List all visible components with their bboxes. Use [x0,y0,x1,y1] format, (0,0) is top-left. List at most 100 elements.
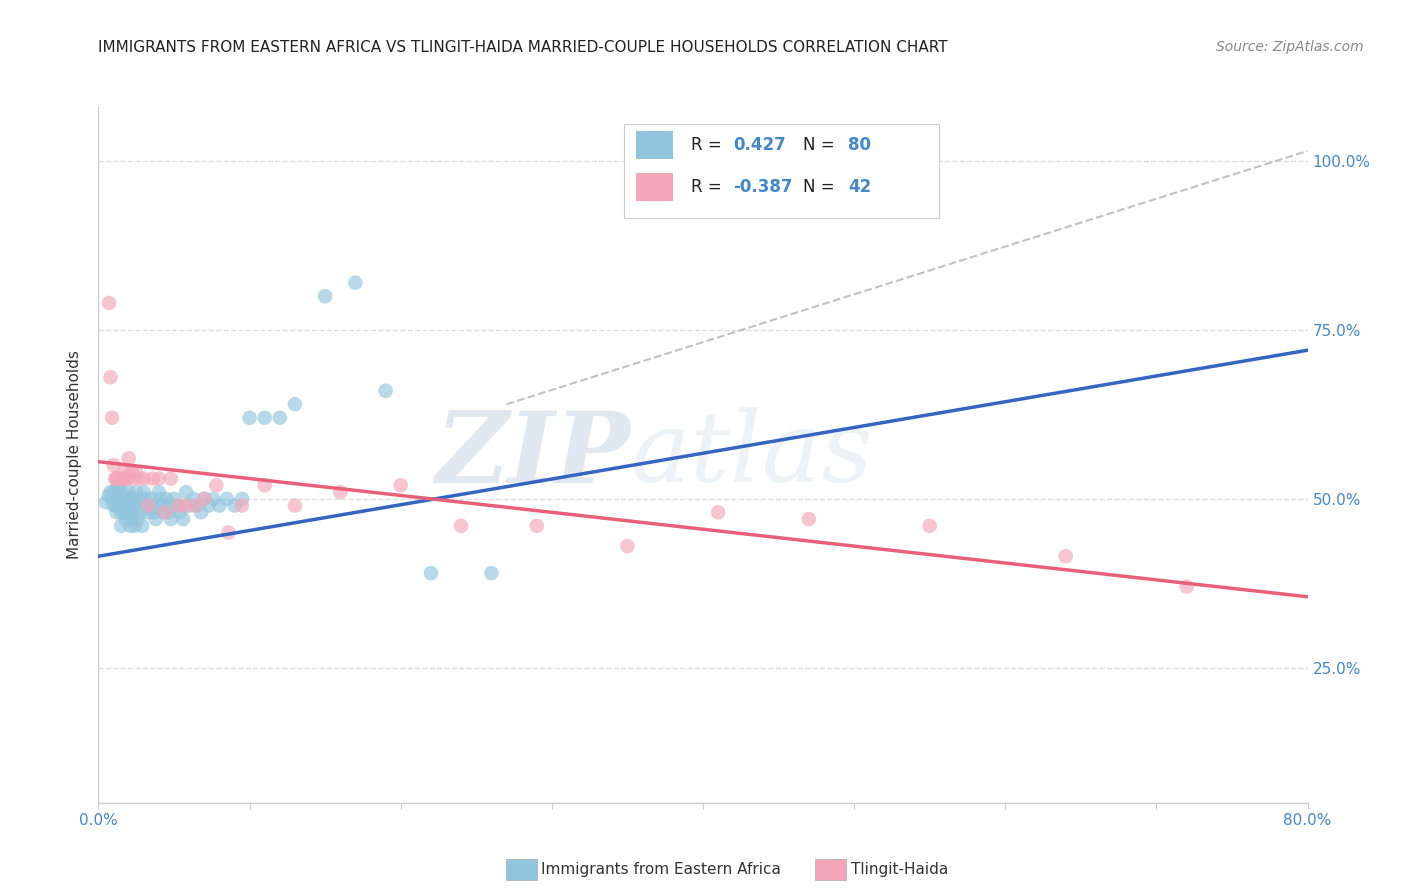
Point [101,491,124,506]
Point [107,472,129,486]
Text: IMMIGRANTS FROM EASTERN AFRICA VS TLINGIT-HAIDA MARRIED-COUPLE HOUSEHOLDS CORREL: IMMIGRANTS FROM EASTERN AFRICA VS TLINGI… [98,40,948,55]
Point [163,491,186,506]
Text: 42: 42 [848,178,872,196]
Point [217,525,239,540]
Point [172,512,194,526]
Point [122,472,145,486]
Point [215,491,238,506]
FancyBboxPatch shape [637,131,672,159]
Text: 80: 80 [848,136,872,154]
Point [616,539,638,553]
Point [128,472,150,486]
Point [136,505,159,519]
Point [797,512,820,526]
Point [184,499,207,513]
Text: R =: R = [690,136,727,154]
Text: atlas: atlas [630,408,873,502]
Point [193,491,215,506]
Point [186,499,208,513]
Point [174,499,197,513]
Point [132,485,155,500]
Point [114,499,136,513]
Point [142,499,165,513]
Point [115,505,138,519]
Point [115,472,138,486]
Point [118,485,141,500]
Point [269,410,291,425]
Point [103,485,125,500]
Text: 0.427: 0.427 [734,136,786,154]
Point [190,505,212,519]
Point [121,499,143,513]
Point [166,499,188,513]
Point [156,499,179,513]
Point [149,491,172,506]
Point [121,465,143,479]
Point [136,499,159,513]
Point [111,472,134,486]
Point [114,512,136,526]
Point [153,505,176,519]
Point [103,458,125,472]
Point [118,499,141,513]
Point [94,495,117,509]
Point [193,491,215,506]
Point [141,491,163,506]
Point [104,491,127,506]
Point [179,499,201,513]
Point [183,491,205,506]
Point [159,505,181,519]
Point [114,472,136,486]
Point [128,491,150,506]
Point [253,410,276,425]
Text: N =: N = [803,178,841,196]
Point [127,512,149,526]
Point [129,505,152,519]
Text: -0.387: -0.387 [734,178,793,196]
Text: Tlingit-Haida: Tlingit-Haida [851,863,948,877]
Point [132,472,155,486]
Point [120,491,142,506]
Point [105,472,128,486]
Point [122,491,145,506]
Point [118,451,141,466]
Point [142,472,165,486]
Point [122,505,145,519]
Point [253,478,276,492]
Point [155,491,177,506]
Point [125,465,148,479]
Point [100,485,122,500]
Point [110,505,132,519]
Point [152,505,174,519]
Point [389,478,412,492]
Point [124,519,146,533]
Text: N =: N = [803,136,841,154]
Point [105,499,128,513]
Point [108,485,131,500]
Point [1175,580,1198,594]
Point [105,505,128,519]
Point [918,519,941,533]
Point [104,472,127,486]
Point [112,505,135,519]
Point [374,384,396,398]
Point [110,491,132,506]
Point [115,491,138,506]
Point [103,499,125,513]
Point [98,296,121,310]
Point [205,478,228,492]
Point [111,499,134,513]
Point [112,465,135,479]
Point [160,512,183,526]
Point [150,499,173,513]
Point [167,499,190,513]
Point [125,485,148,500]
Y-axis label: Married-couple Households: Married-couple Households [67,351,83,559]
Point [110,472,132,486]
Point [231,491,253,506]
Point [314,289,336,303]
Text: R =: R = [690,178,727,196]
Point [101,410,124,425]
Point [197,499,219,513]
Point [284,397,307,411]
